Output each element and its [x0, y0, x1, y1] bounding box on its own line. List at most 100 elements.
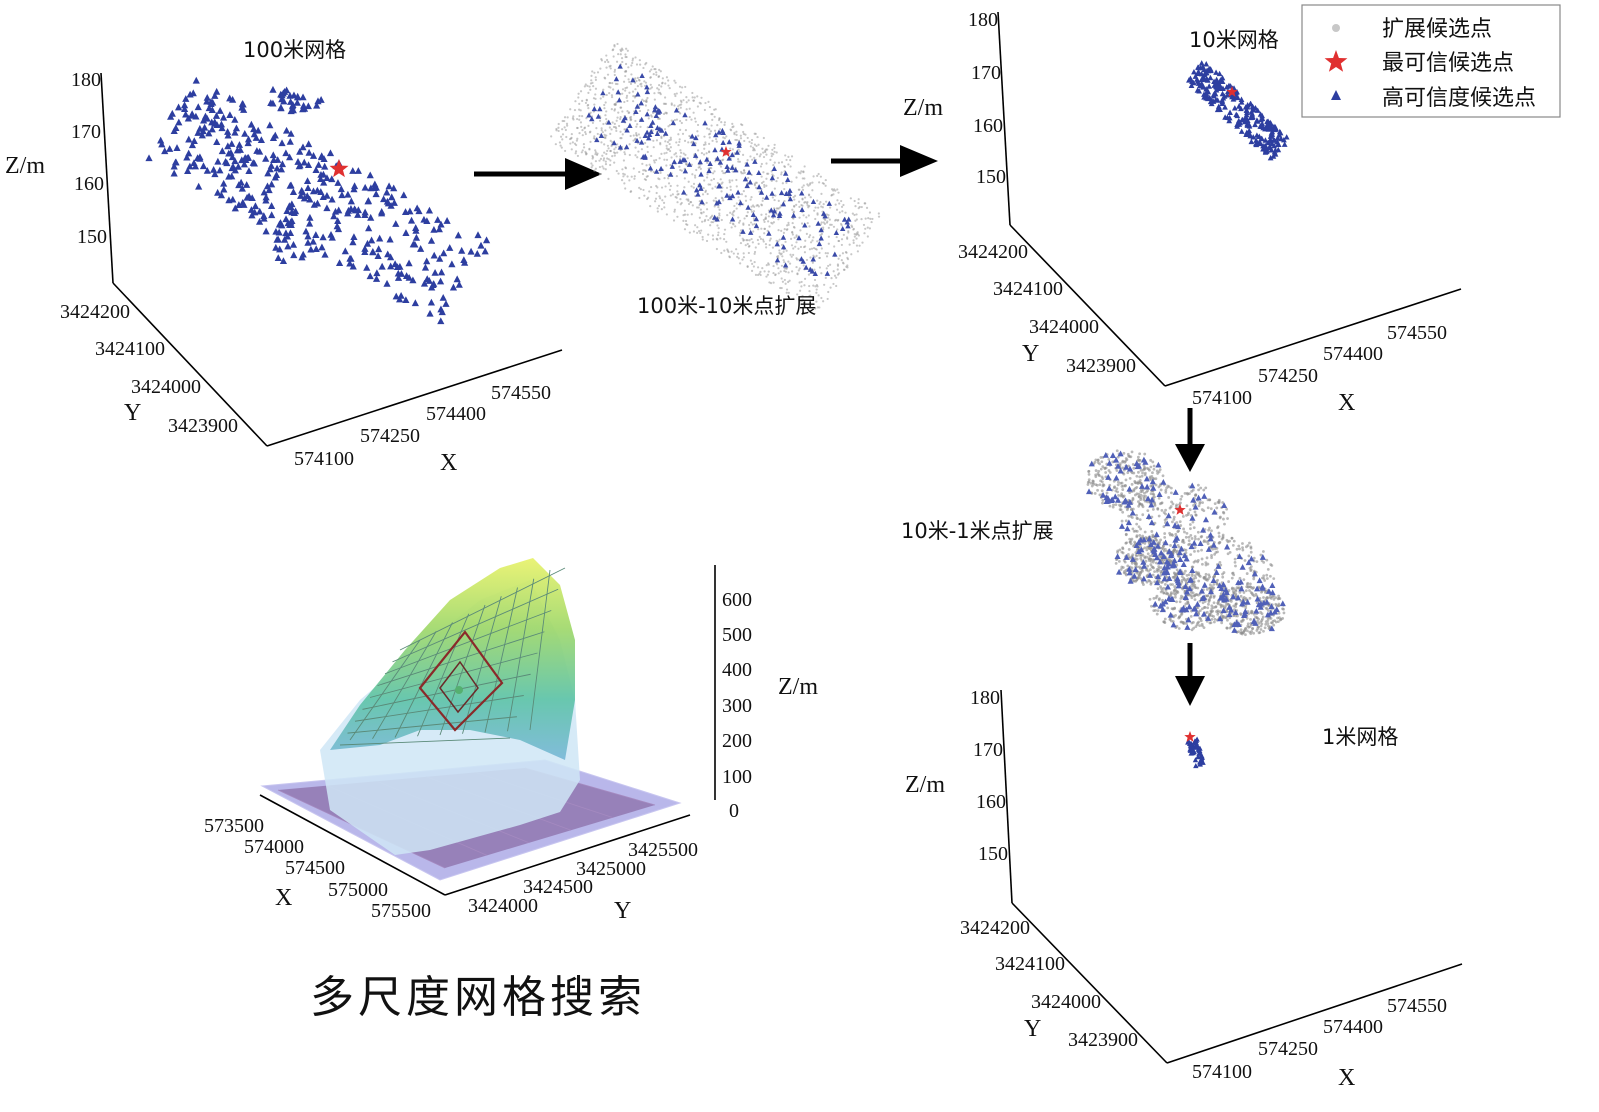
- candidate-triangle: [437, 317, 445, 325]
- expanded-point: [1208, 526, 1211, 530]
- expanded-point: [729, 128, 732, 131]
- expanded-point: [1248, 589, 1251, 592]
- candidate-triangle: [290, 251, 298, 259]
- expanded-point: [644, 141, 647, 145]
- expanded-point: [702, 211, 705, 214]
- candidate-triangle: [378, 209, 386, 217]
- expanded-point: [783, 278, 786, 282]
- expanded-point: [748, 223, 751, 227]
- candidate-triangle: [681, 189, 687, 195]
- expanded-point: [663, 177, 666, 180]
- expanded-point: [826, 297, 829, 301]
- expanded-point: [783, 261, 786, 264]
- candidate-triangle: [372, 275, 381, 282]
- expanded-point: [1234, 603, 1238, 606]
- expanded-point: [609, 163, 612, 167]
- expanded-point: [1143, 473, 1147, 477]
- expanded-point: [641, 172, 645, 176]
- expanded-point: [739, 137, 743, 140]
- expanded-point: [694, 176, 697, 179]
- candidate-triangle: [1124, 525, 1131, 532]
- expanded-point: [655, 184, 658, 188]
- candidate-triangle: [248, 194, 256, 201]
- candidate-triangle: [272, 227, 280, 235]
- expanded-point: [806, 204, 809, 207]
- expanded-point: [1119, 568, 1123, 571]
- expanded-point: [621, 88, 625, 91]
- candidate-triangle: [231, 204, 239, 212]
- candidate-triangle: [1191, 539, 1198, 546]
- candidate-triangle: [273, 164, 281, 172]
- candidate-triangle: [421, 263, 430, 271]
- expanded-point: [1135, 554, 1139, 558]
- expanded-point: [1160, 501, 1163, 505]
- candidate-triangle: [240, 201, 248, 208]
- expanded-point: [723, 123, 726, 126]
- expanded-point: [742, 252, 745, 255]
- panel-label-100m: 100米网格: [243, 38, 346, 62]
- expanded-point: [855, 237, 858, 240]
- expanded-point: [668, 149, 672, 153]
- expanded-point: [720, 251, 723, 255]
- candidate-triangle: [810, 198, 817, 204]
- expanded-point: [1226, 552, 1230, 556]
- expanded-point: [722, 171, 725, 175]
- expanded-point: [673, 119, 676, 122]
- candidate-triangle: [1238, 99, 1245, 105]
- expanded-point: [619, 106, 622, 109]
- expanded-point: [657, 88, 660, 91]
- expanded-point: [644, 81, 648, 84]
- expanded-point: [656, 207, 659, 210]
- expanded-point: [637, 150, 640, 153]
- candidate-triangle: [196, 153, 204, 161]
- expanded-point: [803, 201, 806, 204]
- expanded-point: [1145, 555, 1149, 559]
- expanded-point: [619, 116, 622, 119]
- expanded-point: [677, 143, 680, 147]
- expanded-point: [790, 244, 794, 247]
- candidate-triangle: [726, 155, 732, 161]
- candidate-triangle: [1158, 549, 1165, 556]
- expanded-point: [581, 115, 584, 118]
- expanded-point: [679, 119, 682, 123]
- expanded-point: [561, 128, 564, 131]
- candidate-triangle: [727, 194, 733, 201]
- candidate-triangle: [756, 169, 762, 176]
- expanded-point: [1119, 508, 1123, 512]
- expanded-point: [632, 139, 635, 142]
- candidate-triangle: [753, 222, 760, 229]
- candidate-triangle: [623, 144, 630, 150]
- expanded-point: [633, 96, 637, 99]
- candidate-triangle: [361, 183, 369, 191]
- candidate-triangle: [396, 262, 404, 270]
- expanded-point: [864, 202, 867, 205]
- candidate-triangle: [1126, 465, 1134, 472]
- expanded-point: [1196, 530, 1200, 534]
- expanded-point: [646, 145, 649, 148]
- candidate-triangle: [1177, 569, 1184, 575]
- mesh-line: [399, 567, 566, 651]
- expanded-point: [1101, 483, 1105, 486]
- candidate-triangle: [365, 224, 373, 232]
- expanded-point: [629, 134, 632, 138]
- expanded-point: [748, 244, 751, 248]
- candidate-triangle: [1199, 754, 1205, 761]
- expanded-point: [1196, 586, 1200, 590]
- expanded-point: [762, 218, 765, 222]
- candidate-triangle: [1236, 553, 1243, 559]
- expanded-point: [636, 76, 639, 79]
- expanded-point: [1152, 467, 1156, 471]
- candidate-triangle: [1193, 763, 1199, 769]
- candidate-triangle: [216, 166, 224, 174]
- candidate-triangle: [770, 212, 777, 218]
- y-ticks-10m: 3424200 3424100 3424000 3423900: [958, 241, 1136, 377]
- expanded-point: [1244, 598, 1247, 602]
- expanded-point: [827, 226, 830, 229]
- expanded-point: [1157, 514, 1161, 518]
- expanded-point: [783, 165, 786, 168]
- candidate-triangle: [289, 101, 297, 108]
- expanded-point: [1135, 474, 1139, 478]
- candidate-triangle: [346, 259, 354, 267]
- expanded-point: [672, 219, 676, 222]
- expanded-point: [570, 136, 573, 139]
